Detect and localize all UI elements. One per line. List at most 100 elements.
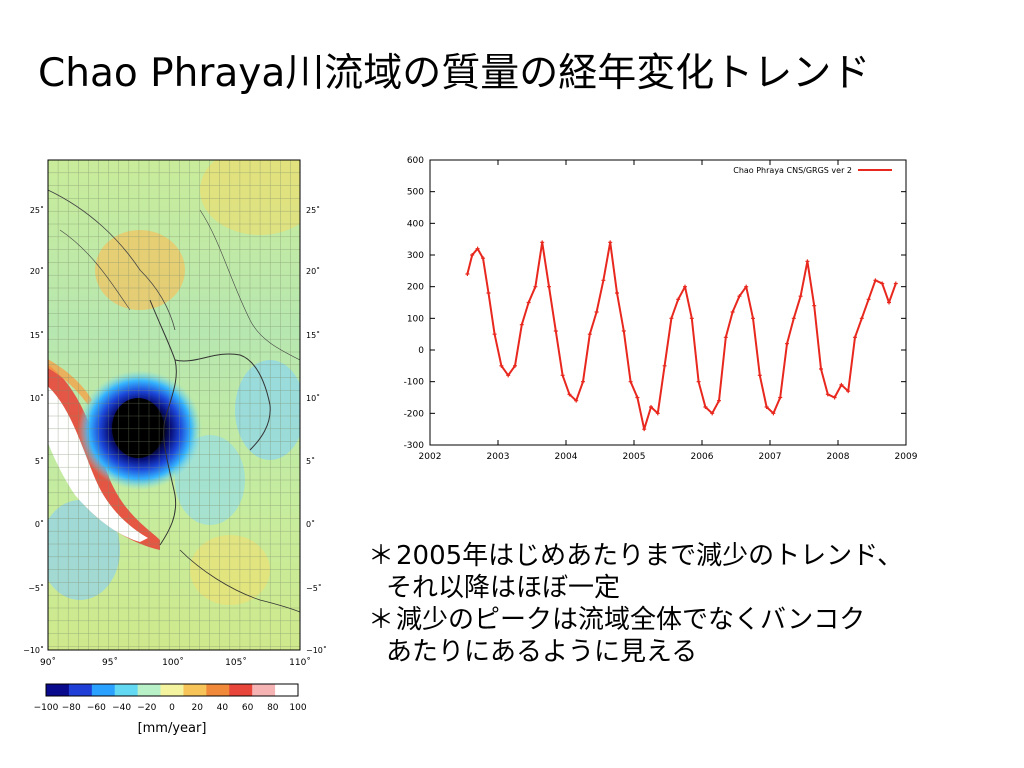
- colorbar-segment: [252, 684, 276, 696]
- data-point: [805, 259, 810, 264]
- x-tick-label: 2008: [827, 452, 850, 462]
- y-tick-label: -200: [404, 409, 425, 419]
- lat-label: 10˚: [306, 393, 320, 403]
- data-point: [506, 373, 511, 378]
- data-point: [771, 411, 776, 416]
- data-point: [662, 363, 667, 368]
- colorbar-unit-label: [mm/year]: [138, 721, 207, 736]
- data-point: [723, 335, 728, 340]
- lat-label: −10˚: [23, 645, 44, 655]
- lat-label: 0˚: [306, 519, 315, 529]
- data-point: [785, 341, 789, 346]
- colorbar-tick-label: 40: [217, 703, 229, 713]
- data-point: [655, 411, 660, 416]
- note-1-line-2: それ以降はほぼ一定: [386, 573, 621, 603]
- note-2-line-1: 減少のピークは流域全体でなくバンコク: [396, 605, 866, 635]
- y-tick-label: 200: [407, 283, 424, 293]
- colorbar: −100 −80 −60 −40 −20 0 20 40 60 80 100: [34, 683, 307, 713]
- data-point: [819, 367, 823, 371]
- note-2-marker: ＊: [368, 605, 395, 635]
- data-point: [689, 316, 694, 321]
- data-point: [635, 395, 640, 400]
- data-point: [581, 379, 585, 384]
- data-point: [513, 363, 517, 368]
- data-point: [880, 281, 885, 286]
- data-point: [560, 373, 565, 378]
- note-2-line-2: あたりにあるように見える: [386, 637, 698, 667]
- x-tick-label: 2004: [555, 452, 578, 462]
- data-point: [757, 373, 762, 378]
- data-point: [798, 294, 803, 299]
- data-point: [791, 316, 796, 321]
- lon-label: 110˚: [289, 657, 311, 668]
- colorbar-segment: [160, 684, 184, 696]
- colorbar-tick-label: 20: [191, 703, 203, 713]
- lon-label: 90˚: [40, 657, 56, 668]
- data-point: [587, 332, 592, 337]
- data-point: [764, 405, 769, 409]
- data-point: [832, 395, 837, 400]
- colorbar-segment: [137, 684, 162, 696]
- note-1-marker: ＊: [368, 541, 395, 571]
- lat-label: 10˚: [30, 393, 44, 403]
- colorbar-tick-label: 100: [289, 703, 306, 713]
- x-tick-label: 2007: [759, 452, 782, 462]
- data-point: [533, 284, 538, 289]
- data-point: [574, 398, 579, 403]
- colorbar-tick-label: −20: [137, 703, 156, 713]
- colorbar-segment: [229, 684, 253, 696]
- lat-label: −5˚: [306, 583, 322, 593]
- data-point: [475, 246, 480, 251]
- data-point: [683, 284, 687, 289]
- y-tick-label: 300: [407, 251, 424, 261]
- data-point: [553, 329, 558, 333]
- colorbar-segment: [46, 684, 70, 696]
- data-point: [825, 392, 830, 397]
- data-point: [859, 316, 864, 321]
- colorbar-tick-label: −80: [62, 703, 81, 713]
- plot-area: [429, 159, 907, 446]
- lon-label: 100˚: [162, 657, 184, 668]
- lat-label: 0˚: [35, 519, 44, 529]
- data-point: [812, 303, 817, 308]
- lat-label: 25˚: [306, 205, 320, 215]
- data-point: [893, 281, 898, 286]
- chart-svg: 600 500 400 300 200 100 0 -100 -200 -300 2002 2003…: [404, 156, 918, 462]
- data-point: [486, 291, 491, 295]
- map-longitude-labels: 90˚ 95˚ 100˚ 105˚ 110˚: [40, 657, 311, 668]
- data-point: [547, 284, 551, 289]
- data-point: [481, 256, 486, 261]
- data-point: [615, 291, 619, 295]
- lat-label: −10˚: [306, 645, 327, 655]
- lat-label: −5˚: [28, 583, 44, 593]
- data-point: [853, 335, 857, 340]
- x-tick-label: 2009: [895, 452, 918, 462]
- data-point: [642, 427, 647, 432]
- data-point: [744, 284, 749, 289]
- data-point: [669, 316, 674, 321]
- data-point: [594, 310, 599, 314]
- lat-label: 20˚: [30, 266, 44, 276]
- lon-label: 95˚: [102, 657, 118, 668]
- notes: ＊ 2005年はじめあたりまで減少のトレンド、 それ以降はほぼ一定 ＊ 減少のピ…: [368, 540, 1018, 668]
- colorbar-tick-label: −100: [34, 703, 59, 713]
- data-point: [730, 310, 735, 314]
- x-tick-label: 2003: [487, 452, 510, 462]
- data-point: [703, 405, 708, 409]
- y-tick-label: -300: [404, 441, 425, 451]
- lat-label: 5˚: [306, 456, 315, 466]
- x-tick-label: 2006: [691, 452, 714, 462]
- map-latitude-labels-right: 25˚ 20˚ 15˚ 10˚ 5˚ 0˚ −5˚ −10˚: [306, 205, 327, 655]
- data-point: [846, 389, 851, 394]
- lat-label: 25˚: [30, 205, 44, 215]
- data-point: [737, 294, 742, 299]
- data-point: [492, 332, 497, 337]
- lon-label: 105˚: [225, 657, 247, 668]
- data-point: [470, 253, 475, 257]
- y-tick-label: 0: [418, 346, 424, 356]
- x-tick-label: 2005: [623, 452, 646, 462]
- data-point: [839, 382, 844, 387]
- lat-label: 20˚: [306, 266, 320, 276]
- colorbar-segment: [275, 684, 299, 696]
- colorbar-segment: [68, 684, 93, 696]
